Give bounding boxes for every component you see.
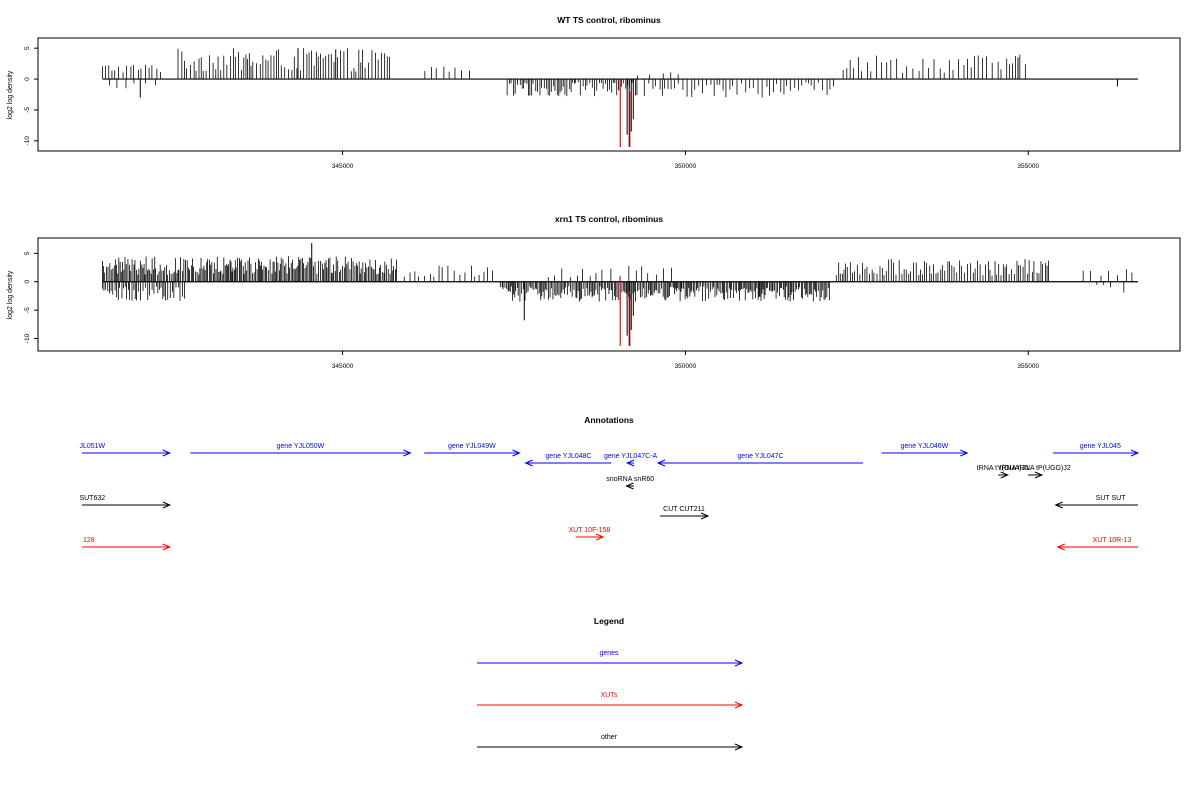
arrowhead-icon: [1056, 543, 1065, 551]
x-tick-label: 350000: [675, 363, 697, 370]
arrowhead-icon: [162, 501, 172, 509]
annotation-feature: CUT CUT211: [660, 506, 710, 520]
arrowhead-icon: [625, 482, 634, 490]
annotation-feature: gene YJL049W: [424, 443, 521, 457]
y-tick-label: -5: [24, 107, 31, 113]
annotations-title: Annotations: [584, 415, 634, 425]
legend-item: genes: [477, 650, 744, 667]
arrowhead-icon: [162, 543, 172, 551]
feature-label: gene YJL047C-A: [604, 453, 658, 460]
y-axis-label: log2 log density: [7, 70, 14, 119]
feature-label: gene YJL046W: [901, 443, 949, 450]
feature-label: gene YJL049W: [448, 443, 496, 450]
density-bars: [102, 48, 1138, 147]
legend-items: genes XUTs other: [477, 650, 744, 751]
arrowhead-icon: [625, 459, 635, 467]
arrowhead-icon: [656, 459, 666, 467]
annotation-feature: tRNA tRNA tP(UGG)J2: [1000, 465, 1071, 479]
arrowhead-icon: [1000, 471, 1009, 479]
density-bars: [102, 243, 1138, 346]
annotation-feature: gene YJL048C: [524, 453, 612, 467]
arrowhead-icon: [403, 449, 412, 457]
x-tick-label: 350000: [675, 163, 697, 170]
y-tick-label: 0: [24, 77, 31, 81]
annotation-feature: XUT 10R-13: [1056, 537, 1138, 551]
annotation-feature: gene YJL047C-A: [604, 453, 658, 467]
annotation-feature: gene YJL045: [1052, 443, 1140, 457]
y-axis: 5 0 -5 -10: [24, 251, 38, 343]
legend-item: other: [477, 734, 744, 751]
legend-panel: Legend genes XUTs other: [477, 616, 744, 751]
legend-label: genes: [599, 650, 619, 657]
arrowhead-icon: [734, 701, 744, 709]
annotations-panel: Annotations JL051W gene YJL050W gene YJL04…: [79, 415, 1140, 551]
annotation-feature: gene YJL046W: [881, 443, 969, 457]
legend-label: other: [601, 734, 618, 741]
annotation-feature: JL051W: [79, 443, 172, 457]
x-tick-label: 345000: [332, 163, 354, 170]
plot-frame: [37, 237, 1181, 352]
panel-title: WT TS control, ribominus: [557, 15, 661, 25]
annotation-feature: XUT 10F-158: [568, 527, 610, 541]
arrowhead-icon: [700, 512, 710, 520]
y-tick-label: -5: [24, 307, 31, 313]
feature-label: gene YJL045: [1080, 443, 1121, 450]
x-axis: 345000 350000 355000: [332, 151, 1040, 170]
arrowhead-icon: [595, 533, 605, 541]
feature-label: gene YJL047C: [737, 453, 783, 460]
feature-label: XUT 10F-158: [568, 527, 610, 534]
arrowhead-icon: [960, 449, 969, 457]
feature-label: gene YJL050W: [277, 443, 325, 450]
legend-item: XUTs: [477, 692, 744, 709]
panel-title: xrn1 TS control, ribominus: [555, 214, 663, 224]
xrn1-density-panel: xrn1 TS control, ribominus log2 log dens…: [7, 214, 1181, 370]
feature-label: snoRNA snR60: [606, 476, 654, 483]
x-tick-label: 355000: [1017, 363, 1039, 370]
feature-label: tRNA tY(GUA)J1: [977, 465, 1029, 472]
y-tick-label: -10: [24, 136, 31, 146]
x-tick-label: 355000: [1017, 163, 1039, 170]
annotation-feature: SUT SUT: [1054, 495, 1138, 509]
legend-title: Legend: [594, 616, 624, 626]
feature-label: XUT 10R-13: [1093, 537, 1132, 544]
annotation-feature: SUT632: [79, 495, 172, 509]
feature-label: JL051W: [79, 443, 105, 450]
y-tick-label: 5: [24, 46, 31, 50]
y-tick-label: -10: [24, 333, 31, 343]
annotation-feature: gene YJL047C: [656, 453, 864, 467]
feature-label: tRNA tRNA tP(UGG)J2: [1000, 465, 1071, 472]
y-axis-label: log2 log density: [7, 270, 14, 319]
legend-label: XUTs: [601, 692, 618, 699]
annotation-feature: snoRNA snR60: [606, 476, 654, 490]
feature-label: SUT632: [79, 495, 105, 502]
x-axis: 345000 350000 355000: [332, 351, 1040, 370]
annotation-feature: gene YJL050W: [190, 443, 412, 457]
arrowhead-icon: [1130, 449, 1140, 457]
arrowhead-icon: [1034, 471, 1044, 479]
arrowhead-icon: [1054, 501, 1063, 509]
arrowhead-icon: [162, 449, 172, 457]
feature-label: 128: [83, 537, 95, 544]
arrowhead-icon: [524, 459, 533, 467]
annotation-features: JL051W gene YJL050W gene YJL049W gene YJL04…: [79, 443, 1140, 551]
feature-label: gene YJL048C: [545, 453, 591, 460]
annotation-feature: tRNA tY(GUA)J1: [977, 465, 1029, 479]
y-tick-label: 5: [24, 251, 31, 255]
y-axis: 5 0 -5 -10: [24, 46, 38, 146]
feature-label: CUT CUT211: [663, 506, 705, 513]
feature-label: SUT SUT: [1096, 495, 1127, 502]
annotation-feature: 128: [82, 537, 172, 551]
arrowhead-icon: [734, 743, 744, 751]
arrowhead-icon: [512, 449, 521, 457]
wt-density-panel: WT TS control, ribominus log2 log densit…: [7, 15, 1181, 170]
plot-frame: [37, 37, 1181, 152]
arrowhead-icon: [734, 659, 744, 667]
x-tick-label: 345000: [332, 363, 354, 370]
y-tick-label: 0: [24, 280, 31, 284]
